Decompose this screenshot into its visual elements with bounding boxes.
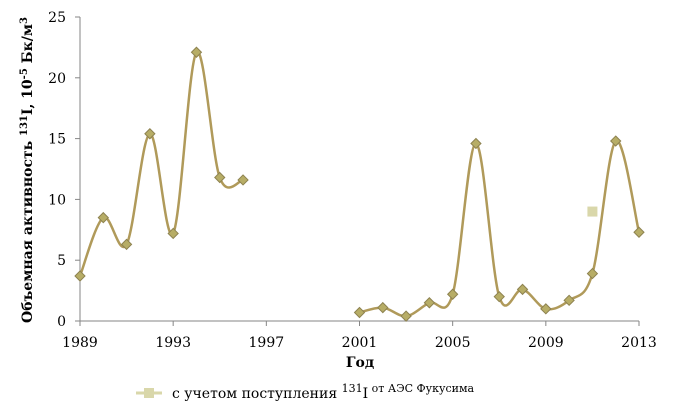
- marker: [446, 288, 459, 300]
- marker: [214, 171, 226, 184]
- x-tick-label: 2009: [528, 335, 564, 351]
- marker: [470, 137, 482, 150]
- legend-label: с учетом поступления 131I от АЭС Фукусим…: [172, 382, 475, 403]
- x-tick-label: 1993: [155, 335, 191, 351]
- legend-marker: [144, 388, 154, 398]
- x-tick-label: 2001: [342, 335, 378, 351]
- text-part: Бк/м: [20, 24, 36, 68]
- marker: [540, 303, 552, 315]
- marker: [237, 174, 249, 186]
- text-part: I: [363, 386, 369, 402]
- text-part: I, 10: [20, 79, 36, 115]
- x-tick-label: 2005: [435, 335, 471, 351]
- marker: [610, 135, 622, 147]
- marker: [423, 297, 436, 309]
- marker: [120, 238, 133, 251]
- text-part: с учетом поступления: [172, 386, 342, 402]
- marker: [587, 206, 598, 217]
- y-tick-label: 20: [48, 71, 66, 87]
- marker: [586, 267, 599, 280]
- y-tick-label: 5: [57, 253, 66, 269]
- marker: [516, 283, 529, 296]
- x-axis-title: Год: [346, 355, 374, 371]
- y-tick-label: 15: [48, 132, 66, 148]
- superscript: -5: [19, 68, 30, 79]
- marker: [377, 301, 389, 314]
- marker: [97, 211, 109, 224]
- y-tick-label: 0: [57, 314, 66, 330]
- marker: [400, 310, 412, 322]
- marker: [353, 306, 366, 319]
- superscript: от АЭС Фукусима: [368, 382, 474, 395]
- x-tick-label: 2013: [621, 335, 657, 351]
- marker: [190, 46, 203, 58]
- superscript: 131: [342, 382, 363, 395]
- marker: [74, 270, 86, 282]
- marker: [563, 294, 575, 307]
- text-part: Объемная активность: [20, 136, 36, 323]
- marker: [493, 290, 505, 303]
- marker: [144, 128, 156, 140]
- x-tick-label: 1989: [62, 335, 98, 351]
- marker: [633, 226, 645, 238]
- marker: [167, 227, 179, 240]
- series-line: [78, 50, 641, 318]
- y-axis-title: Объемная активность 131I, 10-5 Бк/м3: [19, 17, 37, 323]
- x-tick-label: 1997: [249, 335, 285, 351]
- superscript: 3: [19, 17, 30, 24]
- y-tick-label: 25: [48, 10, 66, 26]
- y-tick-label: 10: [48, 192, 66, 208]
- superscript: 131: [19, 115, 30, 136]
